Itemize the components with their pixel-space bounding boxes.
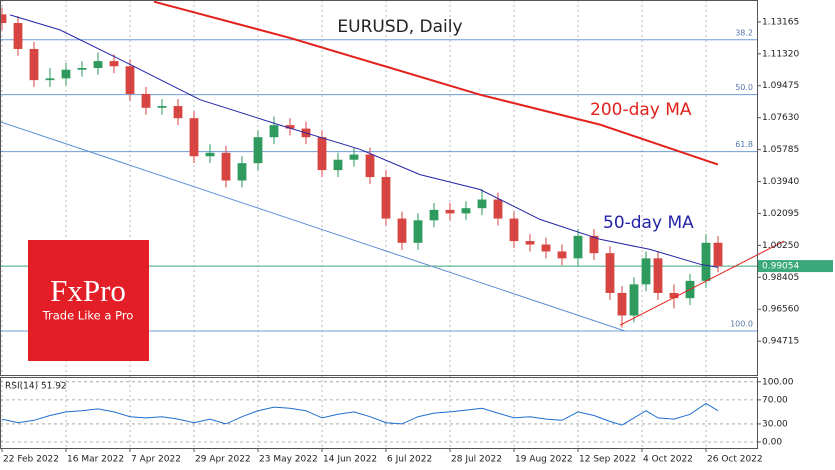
candle-body (349, 154, 359, 160)
candle-body (109, 61, 119, 67)
candle-body (713, 242, 723, 267)
candle-body (605, 253, 615, 293)
candle-body (189, 118, 199, 157)
last-price-label: 0.99054 (762, 262, 799, 272)
candle-body (285, 125, 295, 129)
candle-body (701, 242, 711, 281)
moving-average (153, 0, 719, 166)
x-tick-label: 26 Oct 2022 (707, 455, 763, 465)
fib-level-label: 38.2 (735, 28, 753, 37)
candle-body (617, 292, 627, 316)
y-tick-label: 0.94715 (762, 337, 799, 347)
candle-body (237, 163, 247, 181)
candle-body (413, 220, 423, 243)
logo: FxPro Trade Like a Pro (28, 240, 149, 361)
price-panel-frame (0, 0, 758, 376)
candle-body (509, 218, 519, 242)
trend-line (619, 240, 785, 326)
candle-body (653, 258, 663, 293)
candle-body (29, 48, 39, 81)
candle-body (173, 106, 183, 119)
y-tick-label: 0.00 (762, 437, 782, 447)
ma-annotation: 200-day MA (590, 100, 692, 120)
y-tick-label: 1.07630 (762, 113, 799, 123)
candle-body (573, 235, 583, 259)
x-tick-label: 14 Jun 2022 (323, 455, 377, 465)
y-tick-label: 0.98405 (762, 273, 799, 283)
fib-level-label: 50.0 (735, 83, 753, 92)
candle-body (317, 137, 327, 171)
logo-tagline: Trade Like a Pro (42, 309, 134, 323)
y-tick-label: 1.11320 (762, 49, 799, 59)
candle-body (333, 159, 343, 171)
x-tick-label: 23 May 2022 (259, 455, 318, 465)
x-tick-label: 29 Apr 2022 (195, 455, 251, 465)
fib-level-label: 100.0 (730, 320, 753, 329)
candle-body (589, 235, 599, 254)
y-tick-label: 1.09475 (762, 81, 799, 91)
candle-body (493, 199, 503, 219)
candle-body (0, 14, 7, 24)
candle-body (445, 209, 455, 214)
x-tick-label: 4 Oct 2022 (643, 455, 693, 465)
candle-body (205, 152, 215, 157)
logo-box (28, 240, 149, 361)
candle-body (381, 177, 391, 219)
candle-body (269, 125, 279, 138)
candle-body (557, 251, 567, 259)
rsi-panel-frame (0, 377, 758, 449)
logo-brand: FxPro (50, 273, 126, 308)
x-tick-label: 19 Aug 2022 (515, 455, 573, 465)
rsi-title: RSI(14) 51.92 (5, 382, 67, 392)
candle-body (429, 209, 439, 221)
x-tick-label: 7 Apr 2022 (131, 455, 181, 465)
channel-line (0, 121, 626, 332)
y-tick-label: 1.05785 (762, 145, 799, 155)
fib-level-label: 61.8 (735, 140, 753, 149)
x-tick-label: 16 Mar 2022 (67, 455, 124, 465)
candle-body (125, 66, 135, 94)
moving-average (9, 14, 719, 268)
candle-body (157, 106, 167, 108)
chart-title: EURUSD, Daily (337, 17, 462, 37)
x-tick-label: 28 Jul 2022 (451, 455, 502, 465)
candle-body (253, 137, 263, 164)
rsi-line (1, 402, 719, 426)
candle-body (13, 23, 23, 49)
candle-body (669, 292, 679, 299)
candle-body (61, 69, 71, 79)
y-tick-label: 30.00 (762, 419, 788, 429)
candle-body (141, 93, 151, 108)
candle-body (93, 61, 103, 69)
x-tick-label: 6 Jul 2022 (387, 455, 432, 465)
y-tick-label: 1.03940 (762, 177, 799, 187)
x-tick-label: 22 Feb 2022 (3, 455, 59, 465)
y-tick-label: 100.00 (762, 377, 794, 387)
candle-body (365, 154, 375, 178)
last-price-box (758, 260, 833, 273)
y-tick-label: 1.00250 (762, 241, 799, 251)
candle-body (77, 68, 87, 70)
candle-body (397, 218, 407, 243)
x-tick-label: 12 Sep 2022 (579, 455, 636, 465)
candle-body (629, 284, 639, 316)
candle-body (641, 258, 651, 285)
candle-body (221, 152, 231, 181)
marks-layer (0, 0, 785, 426)
ma-annotation: 50-day MA (603, 213, 694, 233)
candle-body (525, 241, 535, 245)
candle-body (541, 244, 551, 252)
candle-body (477, 199, 487, 209)
candle-body (461, 208, 471, 214)
y-tick-label: 1.02095 (762, 209, 799, 219)
candle-body (45, 78, 55, 81)
y-tick-label: 1.13165 (762, 17, 799, 27)
y-tick-label: 0.96560 (762, 305, 799, 315)
y-tick-label: 70.00 (762, 395, 788, 405)
